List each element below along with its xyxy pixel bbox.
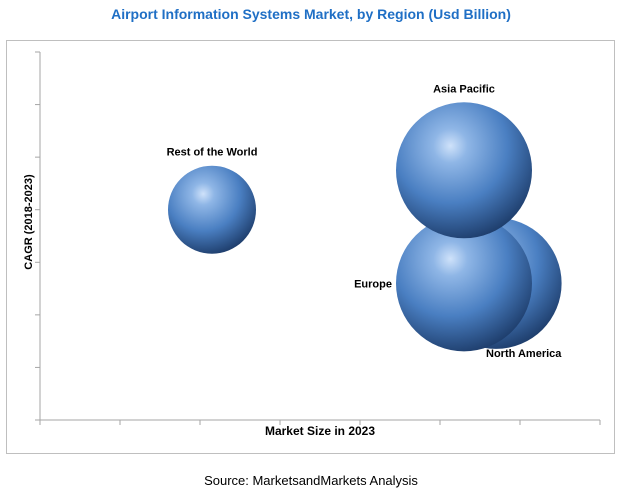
source-note: Source: MarketsandMarkets Analysis xyxy=(204,473,418,488)
y-axis-label: CAGR (2018-2023) xyxy=(23,174,35,270)
axis-ticks xyxy=(35,51,601,425)
chart-frame xyxy=(6,40,615,454)
axes xyxy=(39,52,600,421)
x-axis-label: Market Size in 2023 xyxy=(265,424,375,438)
bubble-label-europe: Europe xyxy=(354,278,392,290)
bubble-asia-pacific xyxy=(396,102,532,239)
bubbles xyxy=(168,102,562,352)
chart-title: Airport Information Systems Market, by R… xyxy=(111,6,511,22)
bubble-label-rest-of-the-world: Rest of the World xyxy=(167,147,258,159)
bubble-label-north-america: North America xyxy=(486,348,562,360)
bubble-europe xyxy=(396,215,532,352)
bubble-label-asia-pacific: Asia Pacific xyxy=(433,83,495,95)
bubble-labels: Rest of the World North America Europe Asia… xyxy=(167,83,563,360)
bubble-rest-of-the-world xyxy=(168,165,256,254)
